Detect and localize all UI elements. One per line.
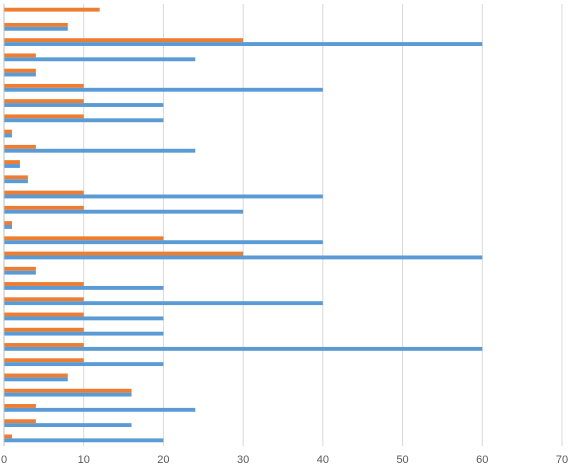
bar-series-a-13 — [4, 194, 323, 199]
bar-series-a-7 — [4, 103, 164, 107]
bar-series-b-1 — [4, 7, 100, 12]
x-tick-label-30: 30 — [237, 454, 249, 466]
bar-series-b-20 — [4, 297, 84, 302]
bar-series-a-28 — [4, 423, 132, 428]
x-tick-label-60: 60 — [476, 454, 488, 466]
bar-series-a-11 — [4, 164, 20, 168]
bar-series-b-9 — [4, 129, 12, 134]
bar-series-a-16 — [4, 240, 323, 245]
bar-series-b-4 — [4, 53, 36, 58]
bar-series-b-21 — [4, 312, 84, 317]
bar-series-b-29 — [4, 434, 12, 439]
bar-series-b-15 — [4, 221, 12, 225]
bar-series-a-10 — [4, 148, 196, 153]
bar-series-b-11 — [4, 160, 20, 165]
bar-series-a-24 — [4, 362, 164, 367]
bar-series-b-18 — [4, 266, 36, 271]
bar-series-b-25 — [4, 373, 68, 378]
bar-series-b-5 — [4, 68, 36, 73]
bar-series-a-14 — [4, 209, 244, 214]
x-axis: 0 10 20 30 40 50 60 70 — [1, 4, 568, 466]
bar-series-b-24 — [4, 358, 84, 363]
bar-series-b-10 — [4, 144, 36, 149]
bar-series-a-6 — [4, 87, 323, 92]
bar-series-a-5 — [4, 72, 36, 77]
bar-series-b-22 — [4, 327, 84, 332]
bar-series-b-17 — [4, 251, 244, 256]
bar-series-b-12 — [4, 175, 28, 180]
bar-series-a-26 — [4, 392, 132, 397]
bar-series-a-23 — [4, 346, 483, 351]
bar-series-b-3 — [4, 38, 244, 43]
bar-series-a-21 — [4, 316, 164, 321]
bar-series-b-6 — [4, 83, 84, 88]
bar-series-b-19 — [4, 282, 84, 286]
bar-series-b-16 — [4, 236, 164, 241]
bar-series-b-13 — [4, 190, 84, 195]
x-tick-label-70: 70 — [556, 454, 568, 466]
bar-series-a-18 — [4, 270, 36, 275]
bar-series-a-3 — [4, 42, 483, 46]
bar-series-b-26 — [4, 388, 132, 393]
bar-series-a-9 — [4, 133, 12, 138]
bar-series-a-17 — [4, 255, 483, 260]
x-tick-label-10: 10 — [78, 454, 90, 466]
bar-series-a-25 — [4, 377, 68, 382]
bar-series-b-7 — [4, 99, 84, 104]
bar-series-b-14 — [4, 205, 84, 210]
bar-series-a-29 — [4, 438, 164, 443]
bar-series-a-20 — [4, 301, 323, 306]
gridlines — [83, 4, 563, 446]
bar-series-a-8 — [4, 118, 164, 123]
bar-series-b-2 — [4, 22, 68, 27]
bar-series-b-23 — [4, 343, 84, 347]
bar-series-a-19 — [4, 285, 164, 290]
bar-series-a-12 — [4, 179, 28, 184]
bar-series-b-8 — [4, 114, 84, 119]
x-tick-label-40: 40 — [317, 454, 329, 466]
bar-series-a-22 — [4, 331, 164, 336]
bar-series-b-27 — [4, 404, 36, 408]
bar-series-a-27 — [4, 407, 196, 412]
bar-series-a-15 — [4, 225, 12, 229]
x-tick-label-0: 0 — [1, 454, 7, 466]
x-tick-label-20: 20 — [157, 454, 169, 466]
bar-series-a-4 — [4, 57, 196, 62]
bars — [4, 7, 483, 443]
bar-series-a-2 — [4, 26, 68, 31]
bar-series-b-28 — [4, 419, 36, 424]
x-tick-label-50: 50 — [396, 454, 408, 466]
